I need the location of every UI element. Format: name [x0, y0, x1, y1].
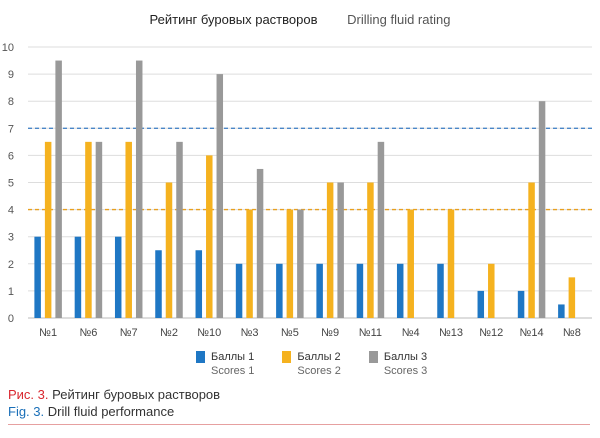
x-tick-label: №4	[402, 327, 420, 339]
y-tick-label: 3	[8, 232, 14, 244]
legend-label-en: Scores 3	[383, 365, 428, 377]
legend-swatch-scores-3	[368, 351, 378, 363]
legend-item-scores-2: Баллы 2 Scores 2	[282, 350, 341, 378]
bar-2-№14	[528, 182, 535, 318]
x-tick-label: №11	[359, 327, 382, 339]
bar-1-№11	[356, 263, 364, 318]
caption-label-en: Fig. 3.	[8, 404, 45, 419]
x-tick-label: №2	[160, 327, 178, 339]
y-tick-label: 2	[8, 259, 14, 271]
bar-1-№1	[34, 236, 41, 318]
bar-3-№9	[337, 182, 344, 318]
legend-item-scores-3: Баллы 3 Scores 3	[368, 350, 428, 378]
y-tick-label: 8	[8, 96, 14, 108]
bar-1-№3	[235, 263, 243, 318]
figure-caption-ru: Рис. 3. Рейтинг буровых растворов	[8, 386, 220, 403]
x-tick-label: №9	[321, 327, 339, 339]
bar-3-№14	[538, 101, 546, 318]
y-tick-label: 10	[2, 42, 14, 54]
bar-2-№3	[246, 209, 253, 318]
bar-2-№2	[165, 182, 173, 318]
bar-2-№8	[568, 277, 576, 318]
caption-label-ru: Рис. 3.	[8, 387, 49, 402]
bar-2-№5	[286, 209, 294, 318]
bar-1-№14	[517, 290, 525, 318]
bar-2-№13	[447, 209, 455, 318]
bar-1-№12	[477, 290, 485, 318]
bar-1-№13	[437, 263, 444, 318]
figure-caption-en: Fig. 3. Drill fluid performance	[8, 403, 174, 420]
legend-swatch-scores-1	[196, 351, 205, 363]
bar-3-№1	[55, 60, 62, 319]
bar-2-№10	[206, 155, 213, 318]
legend-label-ru: Баллы 2	[297, 351, 341, 363]
bar-3-№3	[256, 168, 264, 318]
bar-1-№6	[74, 236, 82, 318]
legend-label-ru: Баллы 3	[383, 351, 428, 363]
bar-2-№12	[488, 263, 495, 318]
x-tick-label: №5	[281, 327, 299, 339]
y-tick-label: 6	[8, 150, 14, 162]
bar-2-№11	[367, 182, 374, 318]
bar-2-№1	[44, 141, 52, 318]
caption-text-ru: Рейтинг буровых растворов	[52, 387, 221, 402]
y-tick-label: 7	[8, 123, 14, 135]
x-tick-label: №10	[197, 327, 221, 339]
bar-1-№7	[114, 236, 122, 318]
chart-title: Рейтинг буровых растворов Drilling fluid…	[0, 12, 600, 27]
x-tick-label: №13	[439, 327, 463, 339]
legend-swatch-scores-2	[282, 351, 292, 363]
legend-label-en: Scores 1	[211, 365, 255, 377]
x-tick-label: №3	[241, 327, 259, 339]
bar-3-№2	[176, 141, 183, 318]
bar-2-№6	[85, 141, 92, 318]
chart-title-en: Drilling fluid rating	[347, 12, 451, 27]
y-tick-label: 9	[8, 69, 14, 81]
bar-chart: 0 1 2 3 4 5 6 7 8 9 10 №1 №6 №7 №2 №10 №3 №5 №9 №11 №4 №13 №12…	[2, 42, 592, 339]
bar-3-№10	[216, 74, 224, 318]
legend-label-ru: Баллы 1	[211, 351, 255, 363]
bar-2-№4	[407, 209, 414, 318]
legend-item-scores-1: Баллы 1 Scores 1	[196, 350, 254, 378]
bar-3-№11	[377, 141, 385, 318]
x-tick-label: №12	[479, 327, 503, 339]
bar-1-№4	[396, 263, 404, 318]
x-tick-label: №6	[79, 327, 97, 339]
bar-1-№10	[195, 250, 203, 318]
bar-1-№2	[155, 250, 162, 318]
bar-2-№9	[326, 182, 334, 318]
bar-3-№7	[135, 60, 143, 319]
x-tick-label: №8	[563, 327, 581, 339]
legend-label-en: Scores 2	[297, 365, 341, 377]
bar-1-№5	[276, 263, 283, 318]
bar-3-№6	[95, 141, 103, 318]
bar-1-№8	[558, 304, 565, 318]
chart-title-ru: Рейтинг буровых растворов	[149, 12, 318, 27]
y-tick-label: 0	[8, 313, 14, 325]
y-tick-label: 1	[8, 286, 14, 298]
caption-text-en: Drill fluid performance	[47, 404, 175, 419]
bar-1-№9	[316, 263, 323, 318]
bar-3-№5	[297, 209, 304, 318]
caption-divider	[8, 424, 590, 425]
x-tick-label: №14	[520, 327, 544, 339]
y-tick-label: 5	[8, 178, 14, 190]
x-tick-label: №1	[39, 327, 57, 339]
legend: Баллы 1 Scores 1 Баллы 2 Scores 2 Баллы …	[196, 350, 427, 378]
y-tick-label: 4	[8, 205, 14, 217]
bar-2-№7	[125, 141, 132, 318]
x-tick-label: №7	[120, 327, 138, 339]
